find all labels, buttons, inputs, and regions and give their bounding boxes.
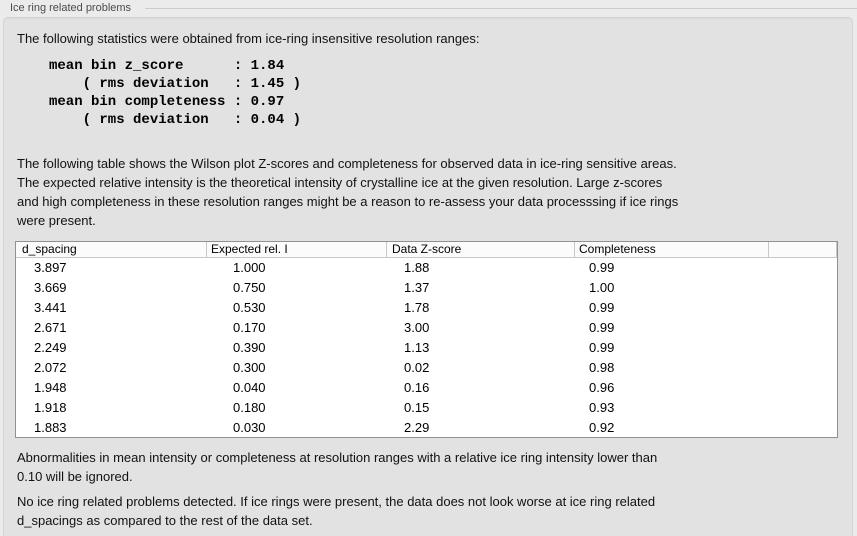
- table-row[interactable]: 1.918 0.180 0.15 0.93: [16, 398, 837, 418]
- stats-block: mean bin z_score : 1.84 ( rms deviation …: [49, 58, 302, 128]
- table-row[interactable]: 3.897 1.000 1.88 0.99: [16, 258, 837, 278]
- table-cell: 1.88: [404, 260, 430, 275]
- table-cell: 2.072: [34, 360, 67, 375]
- ice-ring-panel: The following statistics were obtained f…: [3, 17, 853, 536]
- table-cell: 1.948: [34, 380, 67, 395]
- table-cell: 1.883: [34, 420, 67, 435]
- table-row[interactable]: 2.249 0.390 1.13 0.99: [16, 338, 837, 358]
- table-cell: 3.897: [34, 260, 67, 275]
- table-row[interactable]: 1.883 0.030 2.29 0.92: [16, 418, 837, 437]
- table-cell: 3.00: [404, 320, 430, 335]
- table-cell: 2.249: [34, 340, 67, 355]
- table-cell: 2.671: [34, 320, 67, 335]
- table-cell: 0.99: [589, 300, 615, 315]
- table-header-row: d_spacing Expected rel. I Data Z-score Comp…: [16, 242, 837, 258]
- table-cell: 0.750: [233, 280, 266, 295]
- table-row[interactable]: 2.072 0.300 0.02 0.98: [16, 358, 837, 378]
- column-header[interactable]: Completeness: [575, 242, 769, 257]
- table-cell: 1.000: [233, 260, 266, 275]
- table-cell: 0.02: [404, 360, 430, 375]
- table-cell: 0.530: [233, 300, 266, 315]
- table-cell: 0.16: [404, 380, 430, 395]
- table-row[interactable]: 3.669 0.750 1.37 1.00: [16, 278, 837, 298]
- column-header[interactable]: d_spacing: [16, 242, 207, 257]
- table-cell: 0.300: [233, 360, 266, 375]
- table-cell: 0.99: [589, 340, 615, 355]
- table-cell: 1.37: [404, 280, 430, 295]
- table-description: The following table shows the Wilson plo…: [17, 156, 679, 228]
- panel-title: Ice ring related problems: [10, 2, 132, 14]
- table-cell: 1.78: [404, 300, 430, 315]
- table-row[interactable]: 3.441 0.530 1.78 0.99: [16, 298, 837, 318]
- column-header[interactable]: Expected rel. I: [207, 242, 387, 257]
- table-row[interactable]: 2.671 0.170 3.00 0.99: [16, 318, 837, 338]
- conclusion-text: No ice ring related problems detected. I…: [17, 494, 656, 528]
- table-cell: 0.92: [589, 420, 615, 435]
- table-cell: 1.918: [34, 400, 67, 415]
- table-cell: 0.390: [233, 340, 266, 355]
- table-row[interactable]: 1.948 0.040 0.16 0.96: [16, 378, 837, 398]
- intro-text: The following statistics were obtained f…: [17, 31, 480, 46]
- table-cell: 3.441: [34, 300, 67, 315]
- table-cell: 0.96: [589, 380, 615, 395]
- table-cell: 0.99: [589, 260, 615, 275]
- panel-title-rule: [145, 8, 857, 9]
- column-header[interactable]: Data Z-score: [387, 242, 575, 257]
- table-cell: 2.29: [404, 420, 430, 435]
- ice-ring-table: d_spacing Expected rel. I Data Z-score Comp…: [15, 241, 838, 438]
- table-cell: 0.93: [589, 400, 615, 415]
- table-cell: 1.00: [589, 280, 615, 295]
- table-cell: 0.170: [233, 320, 266, 335]
- table-cell: 3.669: [34, 280, 67, 295]
- table-cell: 0.99: [589, 320, 615, 335]
- ignore-note: Abnormalities in mean intensity or compl…: [17, 450, 658, 484]
- table-cell: 0.030: [233, 420, 266, 435]
- table-cell: 1.13: [404, 340, 430, 355]
- table-cell: 0.15: [404, 400, 430, 415]
- column-header[interactable]: [769, 242, 837, 257]
- table-cell: 0.040: [233, 380, 266, 395]
- table-body: 3.897 1.000 1.88 0.99 3.669 0.750 1.37 1.00 3.44…: [16, 258, 837, 437]
- table-cell: 0.98: [589, 360, 615, 375]
- table-cell: 0.180: [233, 400, 266, 415]
